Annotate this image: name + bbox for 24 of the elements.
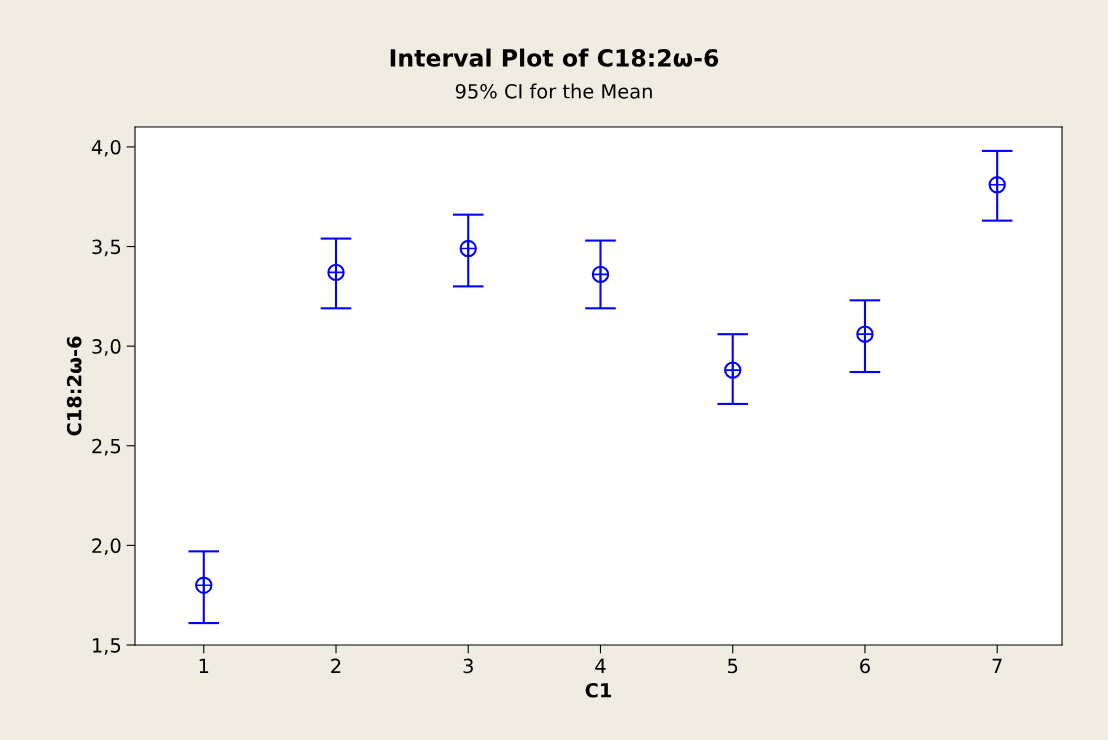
point: [327, 263, 345, 282]
chart-title: Interval Plot of C18:2ω-6: [390, 48, 719, 67]
x-tick-label: 2: [331, 658, 341, 673]
point: [856, 325, 874, 343]
y-tick-label: 3,5: [92, 239, 121, 257]
point: [195, 576, 213, 594]
x-tick-label: 4: [595, 658, 606, 673]
y-tick-label: 3,0: [92, 339, 121, 356]
x-tick-label: 3: [463, 658, 473, 674]
y-tick-label: 1,5: [93, 638, 121, 655]
x-tick-label: 7: [992, 658, 1002, 673]
x-tick-label: 5: [728, 658, 738, 674]
point: [988, 176, 1006, 194]
point: [591, 265, 610, 284]
point: [724, 361, 742, 379]
y-tick-label: 2,5: [92, 438, 121, 456]
y-axis-title: C18:2ω-6: [66, 336, 82, 436]
y-tick-label: 2,0: [92, 538, 121, 556]
x-axis-title: C1: [585, 682, 612, 698]
y-tick-label: 4,0: [91, 139, 121, 157]
point: [459, 239, 477, 258]
x-tick-label: 1: [199, 658, 209, 673]
chart-subtitle: 95% CI for the Mean: [455, 83, 652, 99]
x-tick-label: 6: [860, 658, 870, 674]
